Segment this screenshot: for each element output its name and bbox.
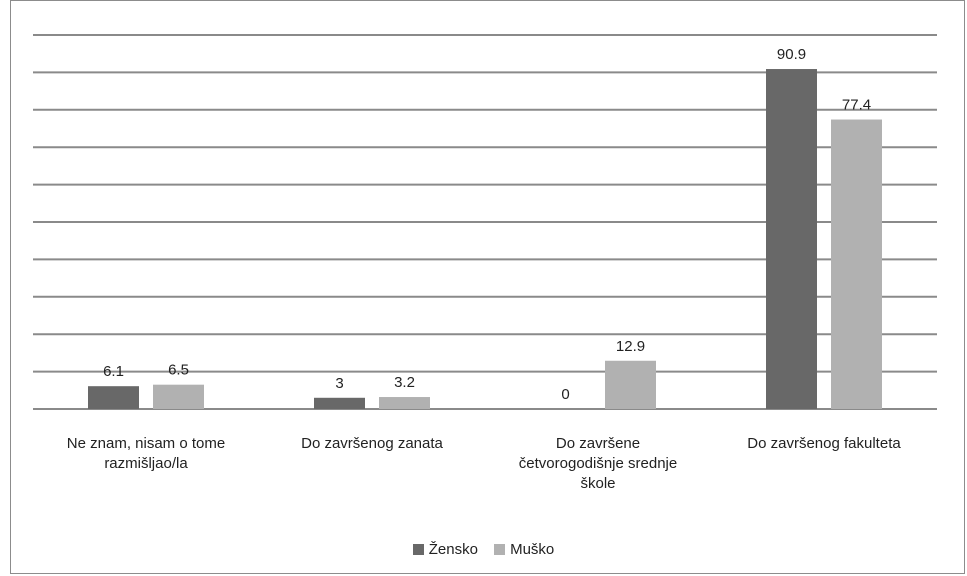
data-label: 3.2 (394, 374, 415, 391)
category-label: Ne znam, nisam o tome razmišljao/la (33, 434, 259, 474)
category-label-line: Do završenog fakulteta (747, 435, 901, 452)
category-label-line: škole (580, 475, 616, 492)
category-label-line: četvorogodišnje srednje (518, 455, 678, 472)
data-label: 6.1 (103, 363, 124, 380)
bar-musko (605, 360, 656, 409)
category-label: Do završenog zanata (259, 434, 485, 454)
data-label: 6.5 (168, 362, 189, 379)
data-label: 90.9 (777, 46, 806, 63)
category-label-line: Do završene (555, 435, 641, 452)
data-label: 0 (561, 386, 569, 403)
category-label: Do završenog fakulteta (711, 434, 937, 454)
bar-musko (379, 397, 430, 409)
legend-label-zensko: Žensko (428, 541, 478, 558)
category-label-line: Ne znam, nisam o tome (66, 435, 226, 452)
category-label: Do završene četvorogodišnje srednje škole (485, 434, 711, 494)
bar-zensko (766, 69, 817, 409)
legend: Žensko Muško (0, 541, 967, 559)
data-label: 3 (335, 375, 343, 392)
data-label: 12.9 (616, 338, 645, 355)
category-label-line: razmišljao/la (104, 455, 188, 472)
bar-musko (153, 384, 204, 409)
legend-swatch-zensko (412, 544, 424, 555)
bar-zensko (314, 397, 365, 409)
legend-label-musko: Muško (510, 541, 555, 558)
legend-item-zensko: Žensko (412, 541, 478, 558)
bar-zensko (88, 386, 139, 409)
data-label: 77.4 (842, 97, 871, 114)
bar-musko (831, 119, 882, 410)
legend-swatch-musko (494, 544, 506, 555)
legend-item-musko: Muško (494, 541, 554, 558)
category-label-line: Do završenog zanata (301, 435, 443, 452)
